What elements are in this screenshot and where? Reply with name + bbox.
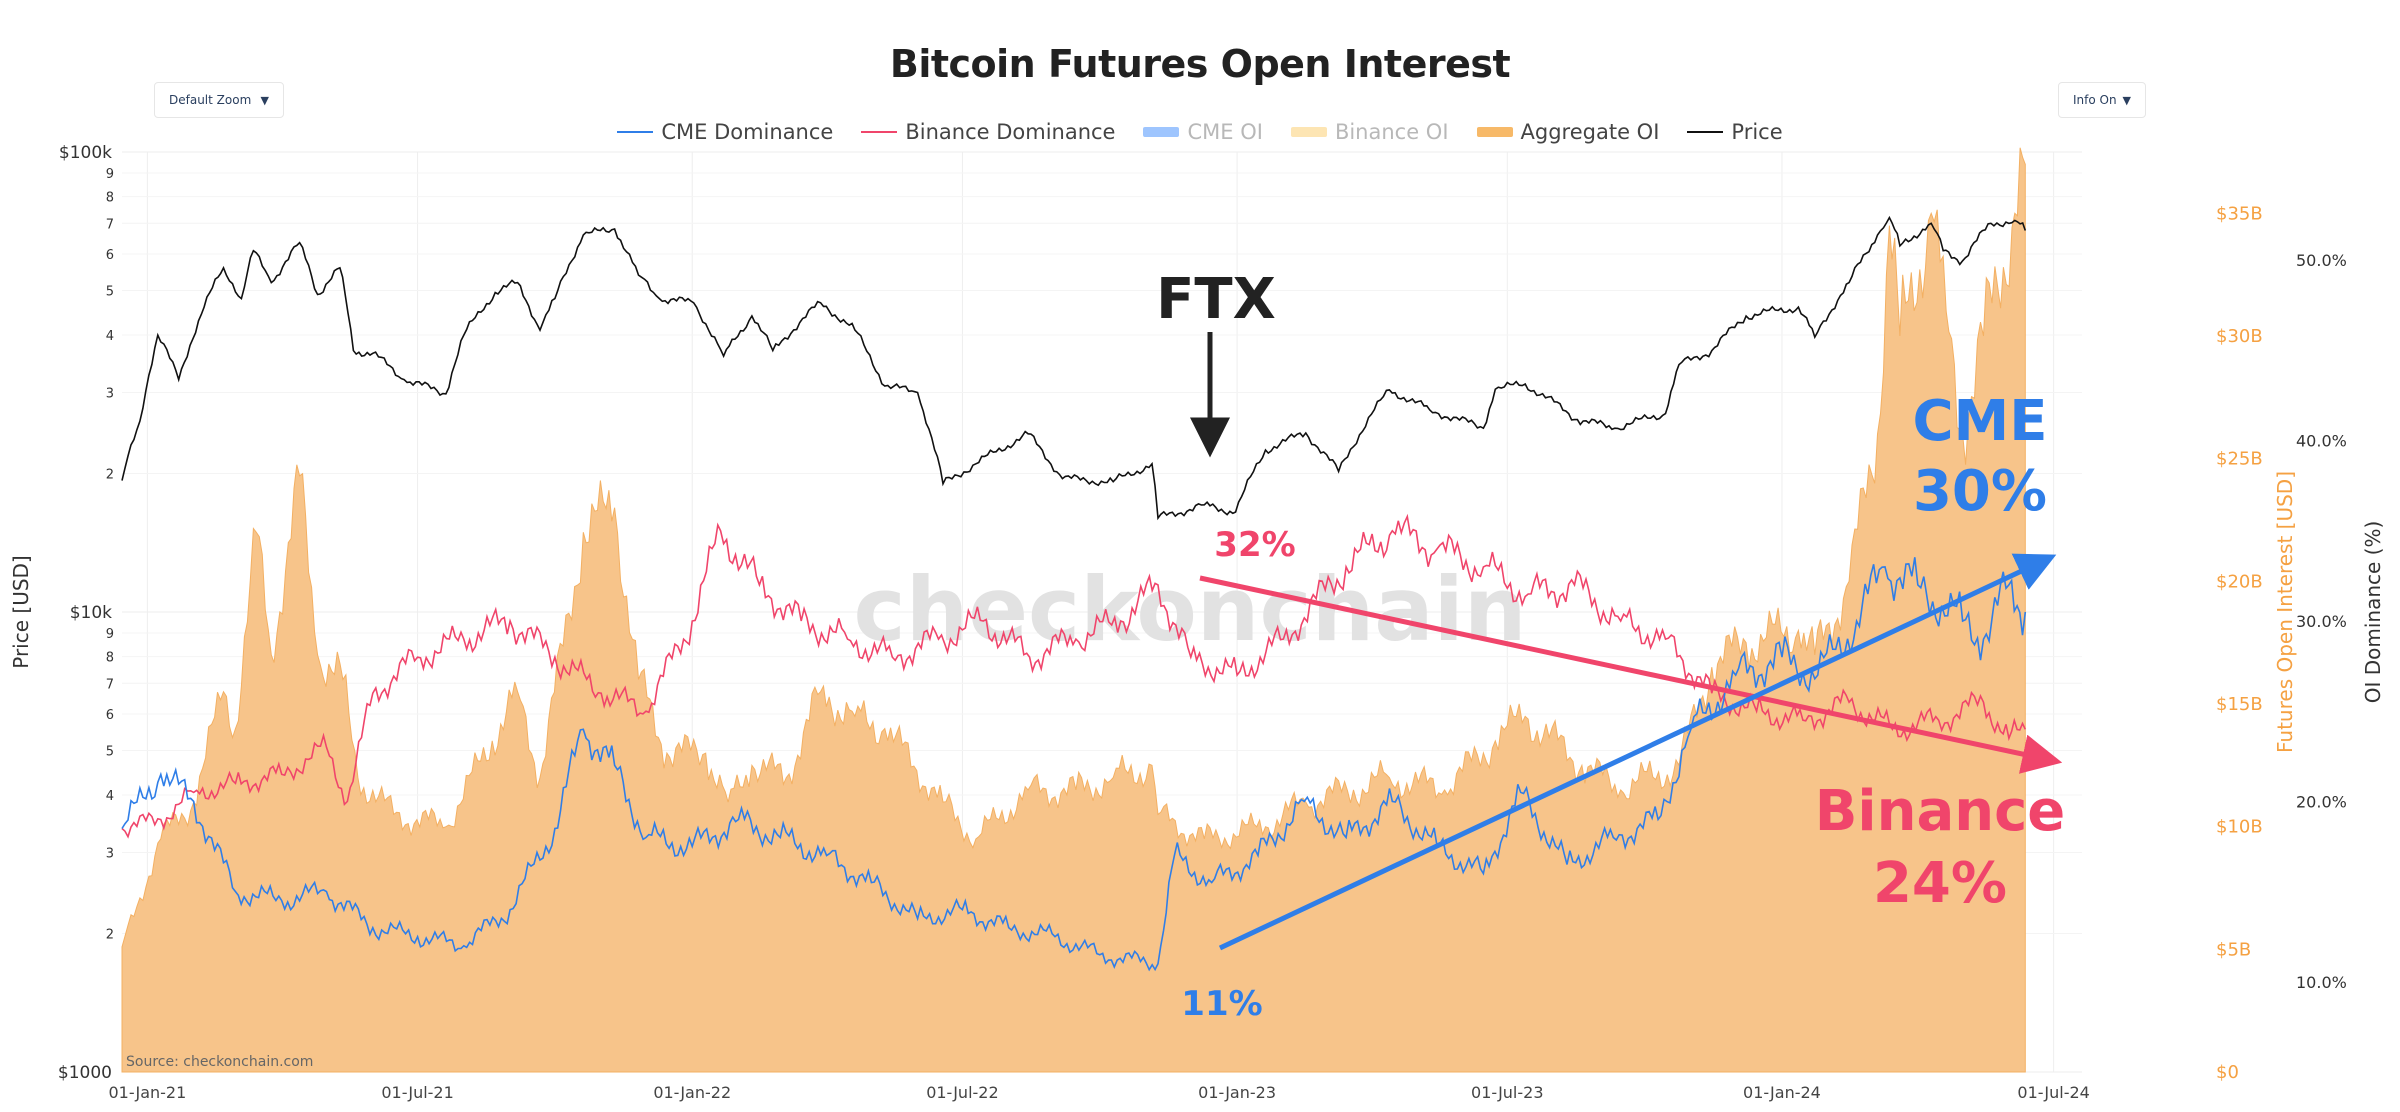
legend-label: CME Dominance	[661, 120, 834, 144]
dominance-axis-title: OI Dominance (%)	[2361, 521, 2385, 704]
dominance-tick-label: 10.0%	[2296, 973, 2347, 992]
cme-trend-arrow	[1218, 553, 2057, 951]
legend-item[interactable]: Binance Dominance	[861, 120, 1115, 144]
legend-label: CME OI	[1187, 120, 1263, 144]
legend-swatch	[1687, 131, 1724, 133]
price-minor-tick-label: 8	[106, 651, 114, 666]
x-tick-label: 01-Jan-24	[1743, 1083, 1821, 1102]
zoom-dropdown-label: Default Zoom	[169, 93, 252, 107]
oi-tick-label: $30B	[2216, 326, 2263, 347]
price-tick-label: $100k	[59, 143, 112, 163]
oi-tick-label: $25B	[2216, 449, 2263, 470]
oi-tick-label: $35B	[2216, 203, 2263, 224]
legend-label: Price	[1731, 120, 1783, 144]
legend-swatch	[1143, 127, 1180, 137]
legend-item[interactable]: CME OI	[1143, 120, 1263, 144]
price-series	[121, 215, 2027, 521]
price-minor-tick-label: 2	[106, 928, 114, 943]
binance-end-name: Binance	[1815, 779, 2066, 844]
legend-item[interactable]: CME Dominance	[617, 120, 833, 144]
dominance-tick-label: 30.0%	[2296, 612, 2347, 631]
x-tick-label: 01-Jan-21	[108, 1083, 186, 1102]
legend-label: Binance Dominance	[905, 120, 1116, 144]
price-minor-tick-label: 9	[106, 627, 114, 642]
price-minor-tick-label: 8	[106, 191, 114, 206]
x-tick-label: 01-Jan-22	[653, 1083, 731, 1102]
price-axis-title: Price [USD]	[9, 555, 33, 669]
oi-tick-label: $15B	[2216, 694, 2263, 715]
legend-swatch	[861, 131, 898, 133]
binance-start-label: 32%	[1214, 525, 1295, 565]
legend-swatch	[1476, 127, 1513, 137]
legend: CME Dominance Binance Dominance CME OI Bina…	[0, 120, 2400, 144]
price-minor-tick-label: 5	[106, 744, 114, 759]
oi-tick-label: $20B	[2216, 571, 2263, 592]
dominance-tick-label: 40.0%	[2296, 432, 2347, 451]
price-minor-tick-label: 4	[106, 789, 114, 804]
source-note: Source: checkonchain.com	[126, 1054, 313, 1070]
legend-label: Aggregate OI	[1520, 120, 1660, 144]
info-dropdown-label: Info On	[2073, 93, 2117, 107]
price-minor-tick-label: 3	[106, 387, 114, 402]
legend-swatch	[1290, 127, 1327, 137]
legend-item[interactable]: Binance OI	[1290, 120, 1449, 144]
oi-axis-title: Futures Open Interest [USD]	[2273, 471, 2297, 753]
price-minor-tick-label: 7	[106, 677, 114, 692]
price-minor-tick-label: 7	[106, 217, 114, 232]
price-minor-tick-label: 2	[106, 468, 114, 483]
cme-end-name: CME	[1912, 389, 2047, 454]
axes: 01-Jan-21 01-Jul-21 01-Jan-22 01-Jul-22 01-J…	[9, 143, 2385, 1102]
price-minor-tick-label: 6	[106, 708, 114, 723]
annotation-arrows	[1190, 332, 2063, 951]
dominance-tick-label: 50.0%	[2296, 251, 2347, 270]
x-tick-label: 01-Jul-21	[381, 1083, 453, 1102]
dominance-tick-label: 20.0%	[2296, 792, 2347, 811]
cme-end-value: 30%	[1913, 459, 2047, 524]
oi-tick-label: $10B	[2216, 817, 2263, 838]
legend-label: Binance OI	[1334, 120, 1449, 144]
chart-title: Bitcoin Futures Open Interest	[889, 42, 1511, 86]
aggregate-oi-area	[121, 147, 2026, 1073]
price-line	[121, 215, 2027, 521]
legend-swatch	[617, 131, 654, 133]
cme-start-label: 11%	[1181, 984, 1262, 1024]
x-tick-label: 01-Jul-22	[926, 1083, 998, 1102]
price-minor-tick-label: 6	[106, 248, 114, 263]
binance-trend-arrow	[1199, 575, 2063, 774]
price-minor-tick-label: 3	[106, 847, 114, 862]
aggregate-oi-series	[121, 147, 2026, 1073]
info-dropdown[interactable]: Info On ▼	[2058, 82, 2146, 118]
oi-tick-label: $0	[2216, 1062, 2239, 1083]
x-tick-label: 01-Jan-23	[1198, 1083, 1276, 1102]
price-tick-label: $1000	[58, 1063, 112, 1083]
watermark: checkonchain	[854, 558, 1527, 661]
zoom-dropdown[interactable]: Default Zoom ▼	[154, 82, 284, 118]
chevron-down-icon: ▼	[2122, 93, 2131, 107]
x-tick-label: 01-Jul-23	[1471, 1083, 1543, 1102]
legend-item[interactable]: Aggregate OI	[1476, 120, 1660, 144]
price-minor-tick-label: 9	[106, 167, 114, 182]
price-minor-tick-label: 4	[106, 329, 114, 344]
cme-dominance-series	[121, 557, 2027, 972]
price-tick-label: $10k	[70, 603, 112, 623]
oi-tick-label: $5B	[2216, 939, 2251, 960]
legend-item[interactable]: Price	[1687, 120, 1783, 144]
price-minor-tick-label: 5	[106, 284, 114, 299]
ftx-label: FTX	[1156, 267, 1276, 332]
binance-end-value: 24%	[1873, 851, 2007, 916]
x-tick-label: 01-Jul-24	[2017, 1083, 2089, 1102]
chevron-down-icon: ▼	[260, 93, 269, 107]
